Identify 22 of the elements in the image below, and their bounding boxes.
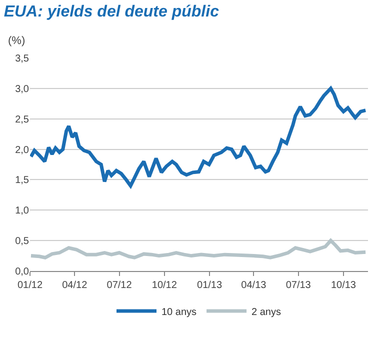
x-tick-label: 10/12 — [152, 280, 178, 291]
x-tick-label: 01/13 — [197, 280, 222, 291]
y-tick-label: 0,0 — [15, 266, 30, 278]
x-tick-label: 04/12 — [62, 280, 88, 291]
x-tick-label: 04/13 — [241, 280, 267, 291]
line-series — [30, 86, 368, 188]
x-tick-label: 07/13 — [286, 280, 312, 291]
y-tick-label: 1,0 — [15, 206, 30, 217]
y-axis-title: (%) — [8, 35, 26, 47]
legend-label: 10 anys — [162, 306, 197, 318]
y-tick-label: 0,5 — [15, 236, 30, 248]
x-tick-label: 07/12 — [106, 280, 132, 291]
x-tick-label: 10/13 — [330, 280, 356, 291]
y-tick-label: 3,0 — [15, 84, 30, 95]
x-tick-label: 01/12 — [17, 280, 43, 291]
line-series — [30, 238, 368, 260]
y-tick-label: 3,5 — [15, 54, 30, 64]
y-tick-label: 2,0 — [15, 144, 30, 156]
y-tick-label: 2,5 — [15, 114, 30, 126]
y-tick-label: 1,5 — [15, 175, 30, 186]
chart-title: EUA: yields del deute públic — [4, 3, 220, 20]
legend-label: 2 anys — [252, 306, 281, 318]
